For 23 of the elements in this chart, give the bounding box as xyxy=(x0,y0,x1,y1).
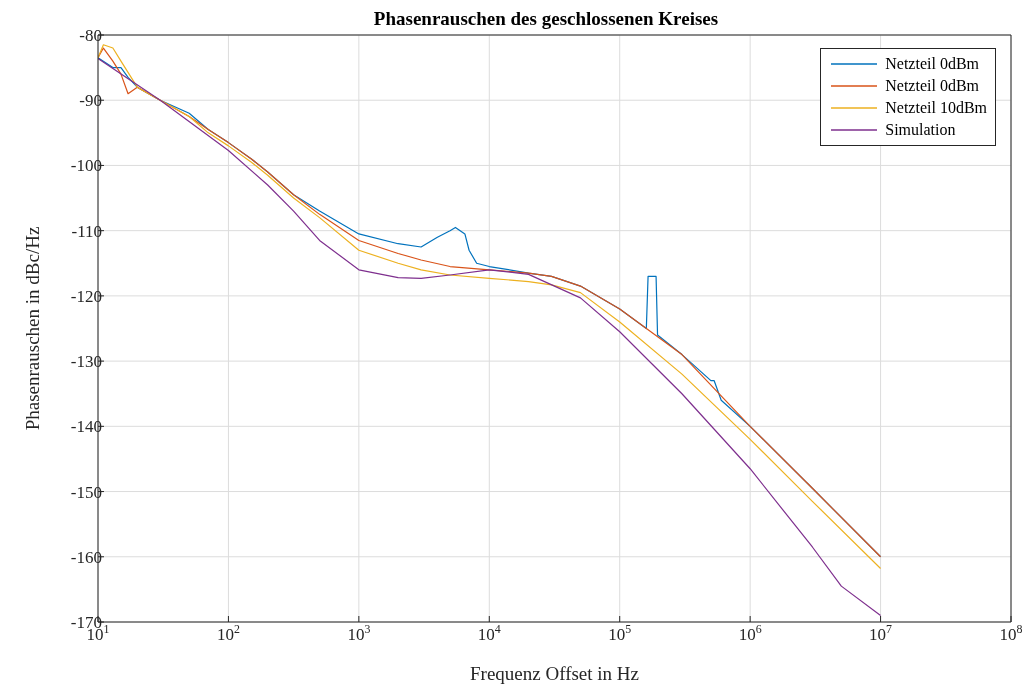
x-axis-title: Frequenz Offset in Hz xyxy=(469,663,640,684)
chart-title: Phasenrauschen des geschlossenen Kreises xyxy=(373,8,719,29)
legend-label: Netzteil 10dBm xyxy=(885,99,987,117)
y-tick-label: -100 xyxy=(70,156,102,176)
y-tick-label: -90 xyxy=(79,91,102,111)
legend-label: Simulation xyxy=(885,121,956,139)
x-tick-label: 10$^{2}$ xyxy=(216,622,240,644)
x-tick-label: 10$^{3}$ xyxy=(347,622,371,644)
x-tick-label: 10$^{8}$ xyxy=(999,622,1023,644)
y-axis-title: Phasenrauschen in dBc/Hz xyxy=(21,226,43,431)
y-tick-label: -120 xyxy=(70,286,102,306)
y-tick-label: -80 xyxy=(79,26,102,45)
legend-label: Netzteil 0dBm xyxy=(885,77,979,95)
x-tick-label: 10$^{6}$ xyxy=(738,622,762,644)
legend-label: Netzteil 0dBm xyxy=(885,55,979,73)
y-tick-label: -160 xyxy=(70,547,102,567)
y-tick-label: -140 xyxy=(70,417,102,437)
y-tick-label: -110 xyxy=(71,221,102,241)
y-tick-label: -150 xyxy=(70,482,102,502)
x-tick-label: 10$^{5}$ xyxy=(608,622,632,644)
y-tick-label: -130 xyxy=(70,352,102,372)
x-tick-label: 10$^{4}$ xyxy=(477,622,501,644)
x-tick-label: 10$^{7}$ xyxy=(869,622,893,644)
